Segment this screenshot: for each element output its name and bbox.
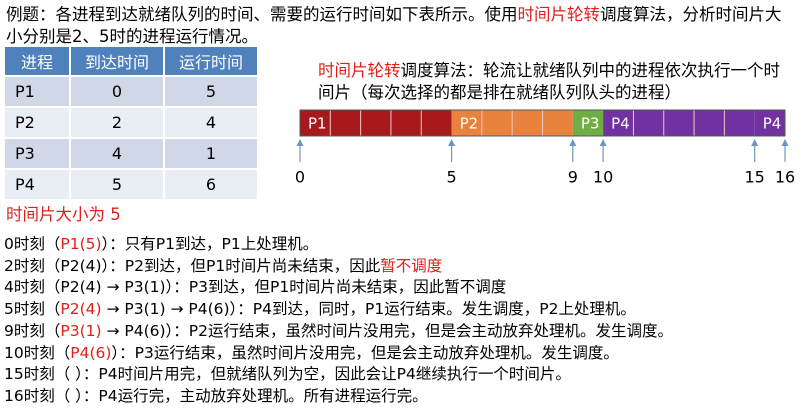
tick-label: 15	[745, 168, 765, 187]
slice-label: P2	[460, 115, 479, 133]
table-cell: 5	[70, 168, 165, 199]
tick-label: 5	[446, 168, 456, 187]
time-slice	[300, 110, 452, 136]
table-cell: 1	[164, 137, 259, 169]
text-run: 15时刻（ ）：P4时间片用完，但就绪队列为空，因此会让P4继续执行一个时间片。	[4, 365, 571, 384]
table-cell: 4	[164, 106, 259, 138]
arrow-head	[569, 139, 577, 146]
arrow-head	[781, 139, 789, 146]
table-cell: 5	[164, 75, 259, 107]
table-row: P3 4 1	[5, 137, 259, 169]
table-cell: 0	[70, 75, 165, 107]
table-cell: P2	[5, 106, 71, 138]
text-run: 9时刻（	[4, 321, 61, 340]
time-slice	[603, 110, 755, 136]
text-run: 10时刻（	[4, 343, 71, 362]
text-run: 5时刻（	[4, 300, 61, 319]
tick-label: 9	[568, 168, 578, 187]
tick-label: 16	[775, 168, 795, 187]
text-run: 0时刻（	[4, 235, 61, 253]
table-cell: 4	[70, 137, 165, 169]
text-run: 例题：各进程到达就绪队列的时间、需要的运行时间如下表所示。使用	[6, 5, 518, 24]
text-run: → P3(1) → P4(6)）：P4到达，同时，P1运行结束。发生调度，P2上…	[101, 300, 636, 319]
time-slice	[754, 110, 785, 136]
explanation-line: 2时刻（P2(4)）：P2到达，但P1时间片尚未结束，因此暂不调度	[4, 256, 673, 278]
explanation-line: 9时刻（P3(1) → P4(6)）：P2运行结束，虽然时间片没用完，但是会主动…	[4, 321, 673, 343]
table-cell: P3	[5, 137, 71, 169]
slice-label: P4	[611, 115, 630, 133]
table-row: P2 2 4	[5, 106, 259, 138]
bar-outline	[299, 109, 786, 137]
arrow-head	[448, 139, 456, 146]
problem-statement: 例题：各进程到达就绪队列的时间、需要的运行时间如下表所示。使用时间片轮转调度算法…	[6, 4, 796, 48]
slice-label: P1	[308, 115, 327, 133]
explanation-line: 5时刻（P2(4) → P3(1) → P4(6)）：P4到达，同时，P1运行结…	[4, 299, 673, 321]
text-run: 时间片大小为 5	[6, 205, 121, 224]
explanation-line: 4时刻（P2(4) → P3(1)）：P3到达，但P1时间片尚未结束，因此暂不调…	[4, 277, 673, 299]
tick-label: 0	[295, 168, 305, 187]
table-row: P4 5 6	[5, 168, 259, 199]
time-slice	[572, 110, 604, 136]
text-run: P2(4)	[60, 300, 102, 319]
slice-size: 时间片大小为 5	[6, 204, 121, 226]
explanation-line: 10时刻（P4(6)）：P3运行结束，虽然时间片没用完，但是会主动放弃处理机。发…	[4, 343, 673, 365]
text-run: 时间片轮转	[517, 5, 601, 24]
text-run: ）：只有P1到达，P1上处理机。	[101, 235, 319, 253]
table-cell: 2	[70, 106, 165, 138]
header-cell: 运行时间	[164, 47, 259, 76]
text-run: 4时刻（P2(4) → P3(1)）：P3到达，但P1时间片尚未结束，因此暂不调…	[4, 278, 507, 297]
slice-label: P3	[581, 115, 600, 133]
slice-label: P4	[763, 115, 782, 133]
table-cell: 6	[164, 168, 259, 199]
text-run: → P4(6)）：P2运行结束，虽然时间片没用完，但是会主动放弃处理机。发生调度…	[101, 321, 674, 340]
text-run: ）：P3运行结束，虽然时间片没用完，但是会主动放弃处理机。发生调度。	[111, 343, 619, 362]
text-run: 时间片轮转	[318, 61, 401, 80]
tick-label: 10	[593, 168, 613, 187]
header-cell: 进程	[5, 47, 71, 76]
table-header: 进程 到达时间 运行时间	[5, 47, 259, 76]
text-run: P1(5)	[60, 235, 102, 253]
text-run: P3(1)	[60, 321, 102, 340]
explanation-line: 15时刻（ ）：P4时间片用完，但就绪队列为空，因此会让P4继续执行一个时间片。	[4, 364, 673, 386]
table-cell: P4	[5, 168, 71, 199]
gantt-chart: P1 P2 P3 P4 P4 0 5 9 10 15 16	[295, 109, 795, 187]
text-run: P4(6)	[70, 343, 112, 362]
process-table: 进程 到达时间 运行时间 P1 0 5 P2 2 4 P3 4 1 P4 5 6	[5, 47, 259, 199]
table-row: P1 0 5	[5, 75, 259, 107]
arrow-head	[599, 139, 607, 146]
text-run: 调度算法：轮流让就绪队列中的进程依次执行一个时间片（每次选择的都是排在就绪队列队…	[318, 61, 780, 102]
header-cell: 到达时间	[70, 47, 165, 76]
explanation-line: 0时刻（P1(5)）：只有P1到达，P1上处理机。	[4, 234, 673, 256]
explanation-line: 16时刻（ ）：P4运行完，主动放弃处理机。所有进程运行完。	[4, 386, 673, 408]
arrow-head	[296, 139, 304, 146]
text-run: 16时刻（ ）：P4运行完，主动放弃处理机。所有进程运行完。	[4, 386, 428, 405]
table-cell: P1	[5, 75, 71, 107]
algorithm-description: 时间片轮转调度算法：轮流让就绪队列中的进程依次执行一个时间片（每次选择的都是排在…	[318, 60, 793, 104]
text-run: 暂不调度	[380, 256, 443, 275]
timeline-explanation: 0时刻（P1(5)）：只有P1到达，P1上处理机。 2时刻（P2(4)）：P2到达…	[4, 234, 673, 408]
text-run: 2时刻（P2(4)）：P2到达，但P1时间片尚未结束，因此	[4, 256, 381, 275]
arrow-head	[751, 139, 759, 146]
text-run: 调度算法，分析时间片大小分别是2、5时的进程运行情况。	[6, 5, 782, 46]
